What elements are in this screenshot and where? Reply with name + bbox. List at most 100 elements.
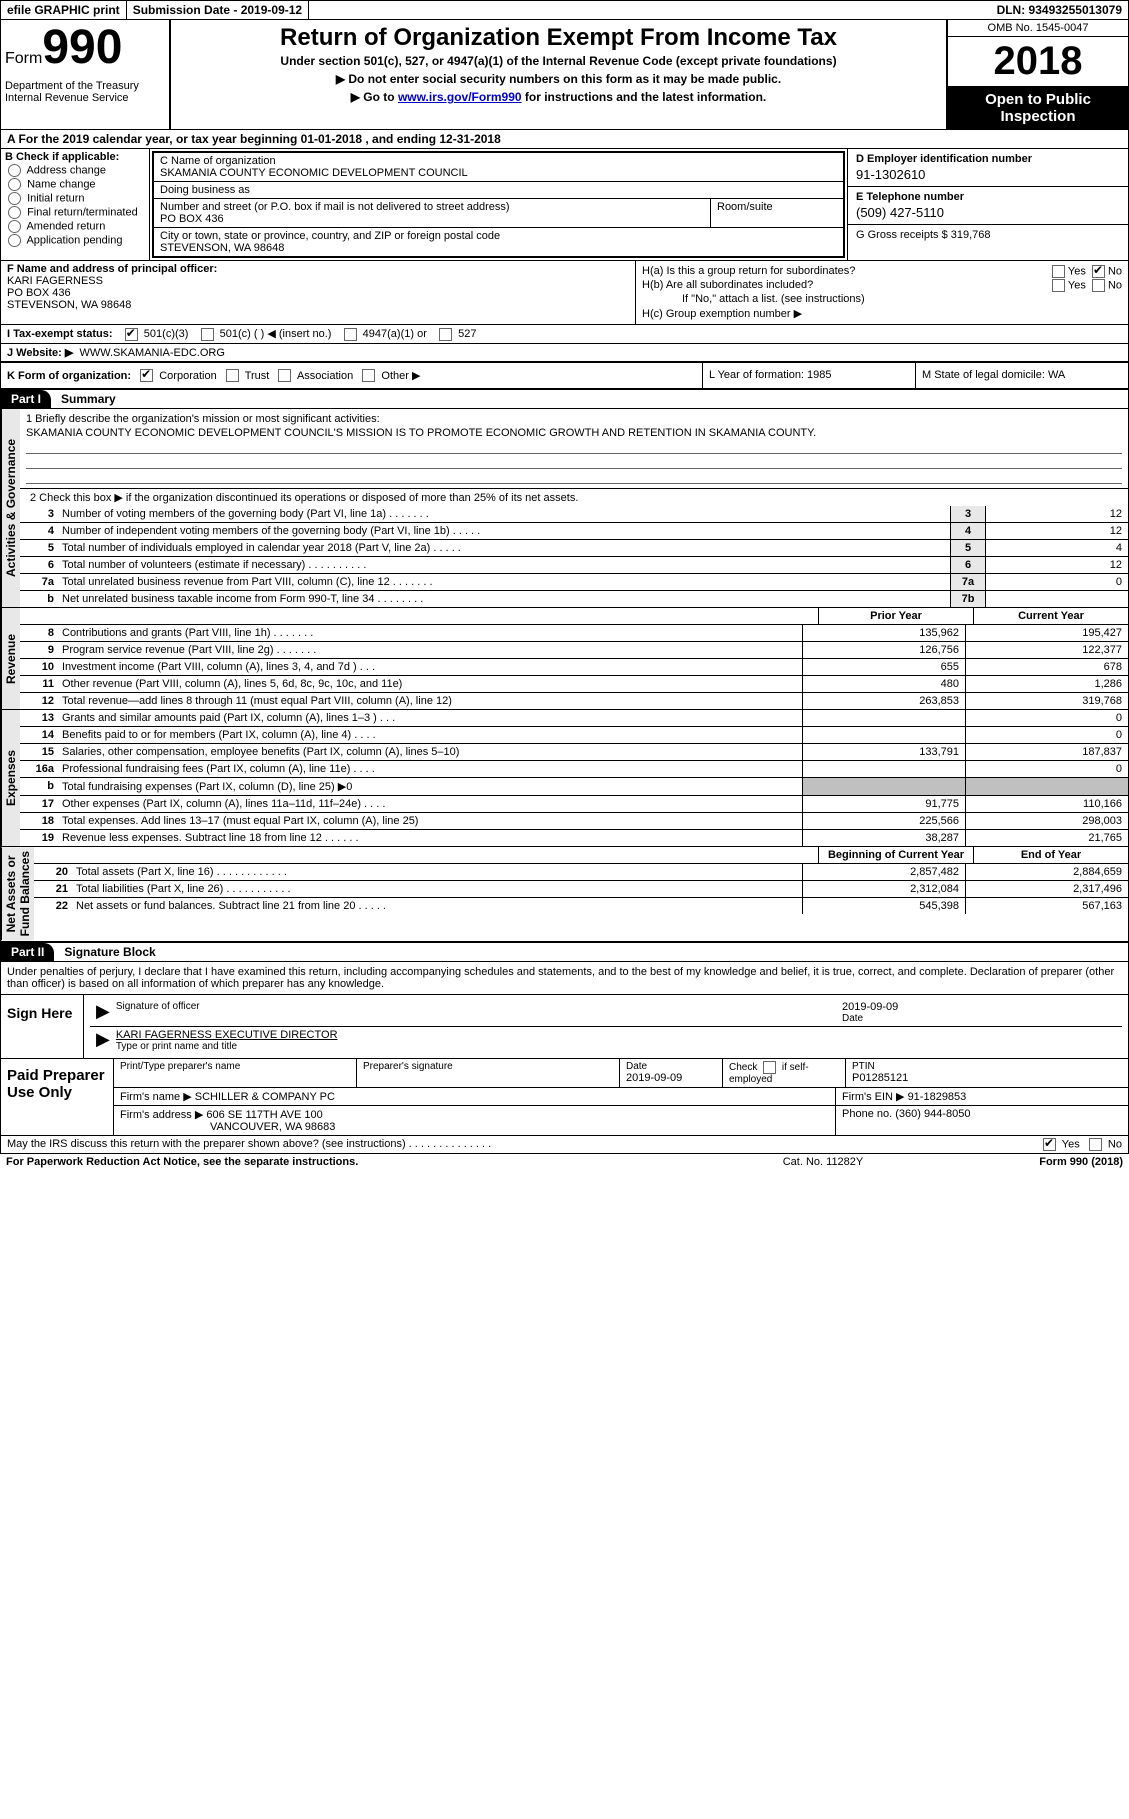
org-name-label: C Name of organization (160, 155, 837, 167)
ha-yes[interactable] (1052, 265, 1065, 278)
line-num: 16a (20, 761, 58, 777)
check-name-change[interactable]: Name change (5, 178, 145, 191)
discuss-yes[interactable] (1043, 1138, 1056, 1151)
check-corp[interactable] (140, 369, 153, 382)
arrow-icon: ▶ (96, 1029, 110, 1052)
line-3: 3 Number of voting members of the govern… (20, 506, 1128, 523)
row-klm: K Form of organization: Corporation Trus… (0, 363, 1129, 391)
j-label: J Website: ▶ (7, 347, 73, 359)
line-text: Salaries, other compensation, employee b… (58, 744, 802, 760)
line-num: b (20, 778, 58, 795)
prior-value: 480 (802, 676, 965, 692)
check-self-employed[interactable] (763, 1061, 776, 1074)
line-box: 4 (950, 523, 985, 539)
prior-value (802, 778, 965, 795)
top-bar: efile GRAPHIC print Submission Date - 20… (0, 0, 1129, 20)
hb-yes[interactable] (1052, 279, 1065, 292)
column-h: H(a) Is this a group return for subordin… (636, 261, 1128, 324)
current-value: 110,166 (965, 796, 1128, 812)
city-value: STEVENSON, WA 98648 (160, 242, 837, 254)
vlabel-expenses: Expenses (1, 710, 20, 846)
line-num: 15 (20, 744, 58, 760)
discuss-row: May the IRS discuss this return with the… (0, 1136, 1129, 1154)
section-a: A For the 2019 calendar year, or tax yea… (0, 130, 1129, 149)
check-initial-return[interactable]: Initial return (5, 192, 145, 205)
row-m: M State of legal domicile: WA (915, 363, 1128, 389)
line-b: b Total fundraising expenses (Part IX, c… (20, 778, 1128, 796)
check-527[interactable] (439, 328, 452, 341)
firm-city: VANCOUVER, WA 98683 (120, 1121, 829, 1133)
irs-link[interactable]: www.irs.gov/Form990 (398, 90, 522, 104)
discuss-text: May the IRS discuss this return with the… (7, 1138, 1040, 1151)
section-fh: F Name and address of principal officer:… (0, 261, 1129, 325)
prep-h5: PTIN (852, 1061, 1122, 1072)
penalty-text: Under penalties of perjury, I declare th… (1, 962, 1128, 995)
phone-value: (509) 427-5110 (856, 205, 1120, 220)
prior-value: 225,566 (802, 813, 965, 829)
line-num: 9 (20, 642, 58, 658)
line-b: b Net unrelated business taxable income … (20, 591, 1128, 607)
check-assoc[interactable] (278, 369, 291, 382)
opt-501c: 501(c) ( ) ◀ (insert no.) (220, 328, 332, 340)
header-endofyear: End of Year (973, 847, 1128, 863)
check-501c[interactable] (201, 328, 214, 341)
line-num: 5 (20, 540, 58, 556)
check-other[interactable] (362, 369, 375, 382)
line-text: Revenue less expenses. Subtract line 18 … (58, 830, 802, 846)
netassets-headers: Beginning of Current Year End of Year (34, 847, 1128, 864)
prior-value (802, 710, 965, 726)
check-amended-return[interactable]: Amended return (5, 220, 145, 233)
line-text: Contributions and grants (Part VIII, lin… (58, 625, 802, 641)
row-l: L Year of formation: 1985 (702, 363, 915, 389)
form-number: 990 (42, 24, 122, 72)
line-text: Other revenue (Part VIII, column (A), li… (58, 676, 802, 692)
line-box: 7b (950, 591, 985, 607)
line-6: 6 Total number of volunteers (estimate i… (20, 557, 1128, 574)
line-text: Investment income (Part VIII, column (A)… (58, 659, 802, 675)
line-num: b (20, 591, 58, 607)
vlabel-governance: Activities & Governance (1, 409, 20, 607)
submission-date: Submission Date - 2019-09-12 (127, 1, 309, 19)
website-value: WWW.SKAMANIA-EDC.ORG (79, 347, 224, 359)
signature-block: Under penalties of perjury, I declare th… (0, 962, 1129, 1059)
prior-value: 2,312,084 (802, 881, 965, 897)
current-value: 1,286 (965, 676, 1128, 692)
line-value: 0 (985, 574, 1128, 590)
check-application-pending[interactable]: Application pending (5, 234, 145, 247)
current-value: 2,317,496 (965, 881, 1128, 897)
street-label: Number and street (or P.O. box if mail i… (160, 201, 704, 213)
prior-value: 91,775 (802, 796, 965, 812)
line-text: Number of voting members of the governin… (58, 506, 950, 522)
org-name: SKAMANIA COUNTY ECONOMIC DEVELOPMENT COU… (160, 167, 837, 179)
check-trust[interactable] (226, 369, 239, 382)
discuss-no[interactable] (1089, 1138, 1102, 1151)
part2-header: Part II (1, 943, 54, 961)
row-i: I Tax-exempt status: 501(c)(3) 501(c) ( … (0, 325, 1129, 344)
col-b-label: B Check if applicable: (5, 151, 145, 163)
line-num: 10 (20, 659, 58, 675)
header-right: OMB No. 1545-0047 2018 Open to Public In… (946, 20, 1128, 129)
vlabel-revenue: Revenue (1, 608, 20, 709)
form-word: Form (5, 50, 42, 68)
efile-label: efile GRAPHIC print (1, 1, 127, 19)
line-text: Total number of volunteers (estimate if … (58, 557, 950, 573)
firm-ein-label: Firm's EIN ▶ (842, 1091, 905, 1103)
hb-no[interactable] (1092, 279, 1105, 292)
check-501c3[interactable] (125, 328, 138, 341)
ha-no[interactable] (1092, 265, 1105, 278)
row-k: K Form of organization: Corporation Trus… (1, 363, 702, 389)
line-value: 4 (985, 540, 1128, 556)
current-value: 0 (965, 727, 1128, 743)
officer-label: F Name and address of principal officer: (7, 263, 629, 275)
check-final-return[interactable]: Final return/terminated (5, 206, 145, 219)
check-4947[interactable] (344, 328, 357, 341)
check-address-change[interactable]: Address change (5, 164, 145, 177)
note2-suffix: for instructions and the latest informat… (522, 90, 767, 104)
prior-value: 38,287 (802, 830, 965, 846)
city-label: City or town, state or province, country… (160, 230, 837, 242)
firm-name-label: Firm's name ▶ (120, 1091, 192, 1103)
line-num: 6 (20, 557, 58, 573)
line-text: Grants and similar amounts paid (Part IX… (58, 710, 802, 726)
department: Department of the Treasury Internal Reve… (5, 80, 165, 104)
k-label: K Form of organization: (7, 370, 131, 382)
